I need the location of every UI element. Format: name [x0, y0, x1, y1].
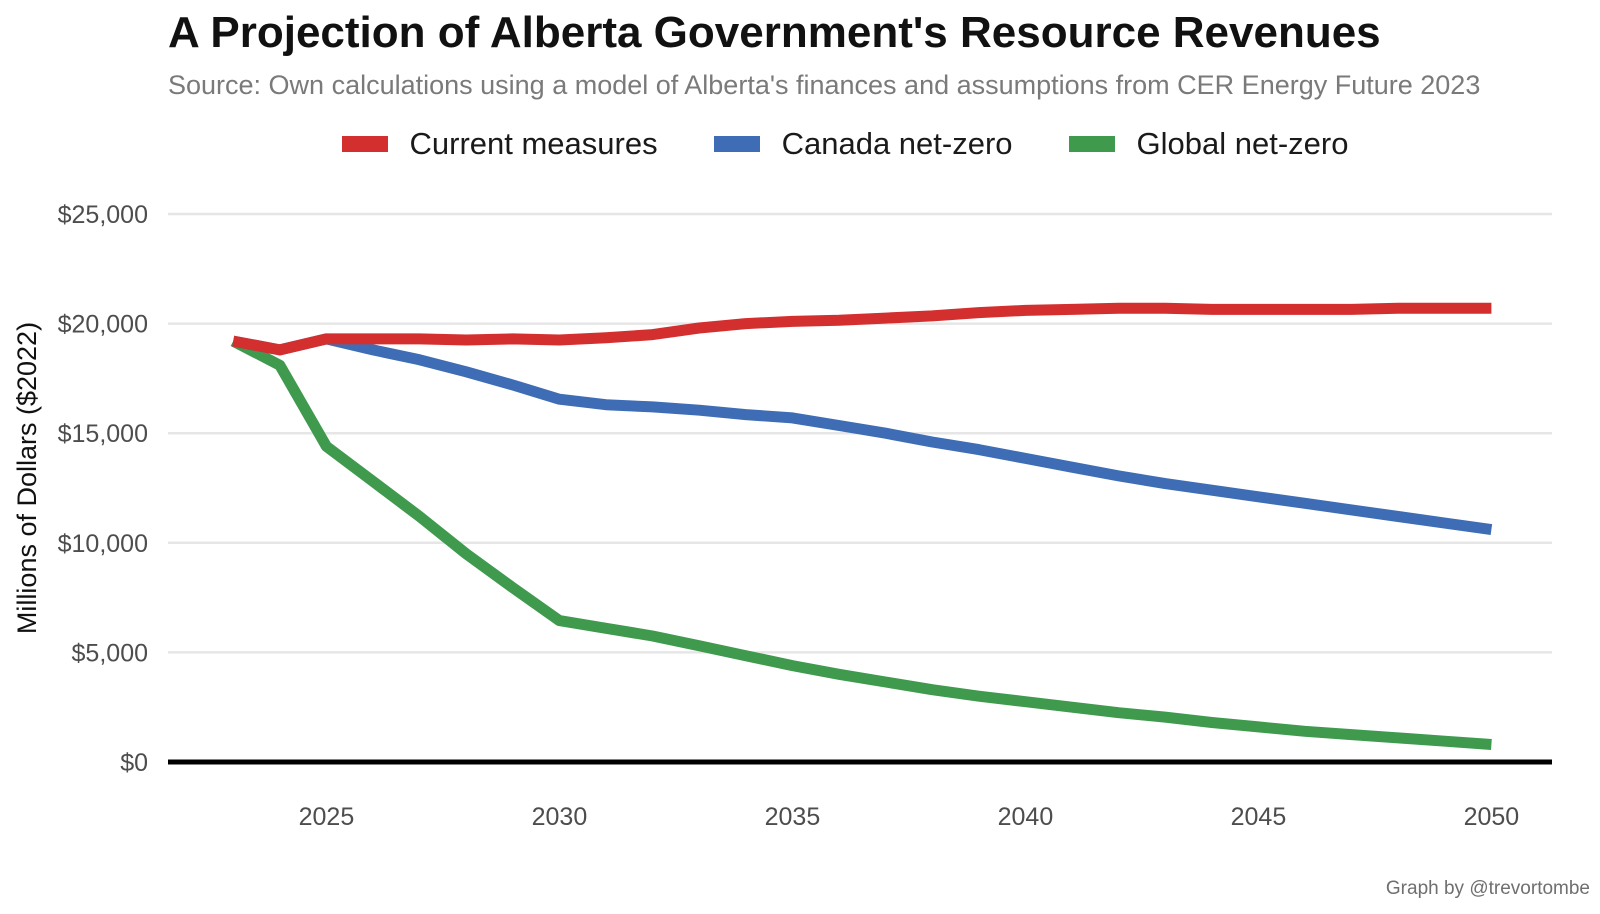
x-tick-label-2030: 2030 [532, 803, 588, 831]
x-tick-label-2040: 2040 [998, 803, 1054, 831]
legend-item-canada-net-zero[interactable]: Canada net-zero [713, 126, 1013, 162]
chart-subtitle: Source: Own calculations using a model o… [168, 70, 1481, 100]
y-tick-label-0: $0 [120, 749, 148, 777]
y-tick-label-25000: $25,000 [58, 201, 148, 229]
y-tick-label-15000: $15,000 [58, 420, 148, 448]
series-line-global-net-zero [230, 336, 1492, 750]
gridlines [168, 212, 1552, 654]
series-lines [230, 302, 1493, 750]
legend-label-global-net-zero: Global net-zero [1136, 126, 1349, 161]
y-tick-label-5000: $5,000 [72, 639, 148, 667]
legend-item-global-net-zero[interactable]: Global net-zero [1068, 126, 1349, 162]
legend-swatch-canada-net-zero [713, 136, 760, 152]
chart-title: A Projection of Alberta Government's Res… [168, 8, 1381, 57]
x-tick-label-2045: 2045 [1231, 803, 1287, 831]
legend-swatch-current-measures [341, 136, 388, 152]
y-tick-label-20000: $20,000 [58, 311, 148, 339]
series-line-current-measures [232, 302, 1492, 356]
series-line-canada-net-zero [232, 333, 1493, 536]
y-axis-title: Millions of Dollars ($2022) [12, 322, 42, 634]
legend-label-current-measures: Current measures [409, 126, 658, 161]
graph-credit: Graph by @trevortombe [1385, 878, 1590, 899]
y-tick-label-10000: $10,000 [58, 530, 148, 558]
legend: Current measures Canada net-zero Global … [0, 126, 1600, 162]
legend-swatch-global-net-zero [1068, 136, 1115, 152]
x-tick-label-2050: 2050 [1464, 803, 1520, 831]
legend-label-canada-net-zero: Canada net-zero [781, 126, 1013, 161]
x-axis-ticks: 2025 2030 2035 2040 2045 2050 [299, 803, 1520, 831]
x-tick-label-2025: 2025 [299, 803, 355, 831]
x-tick-label-2035: 2035 [765, 803, 821, 831]
legend-item-current-measures[interactable]: Current measures [341, 126, 658, 162]
y-axis-ticks: $0 $5,000 $10,000 $15,000 $20,000 $25,000 [58, 201, 148, 777]
